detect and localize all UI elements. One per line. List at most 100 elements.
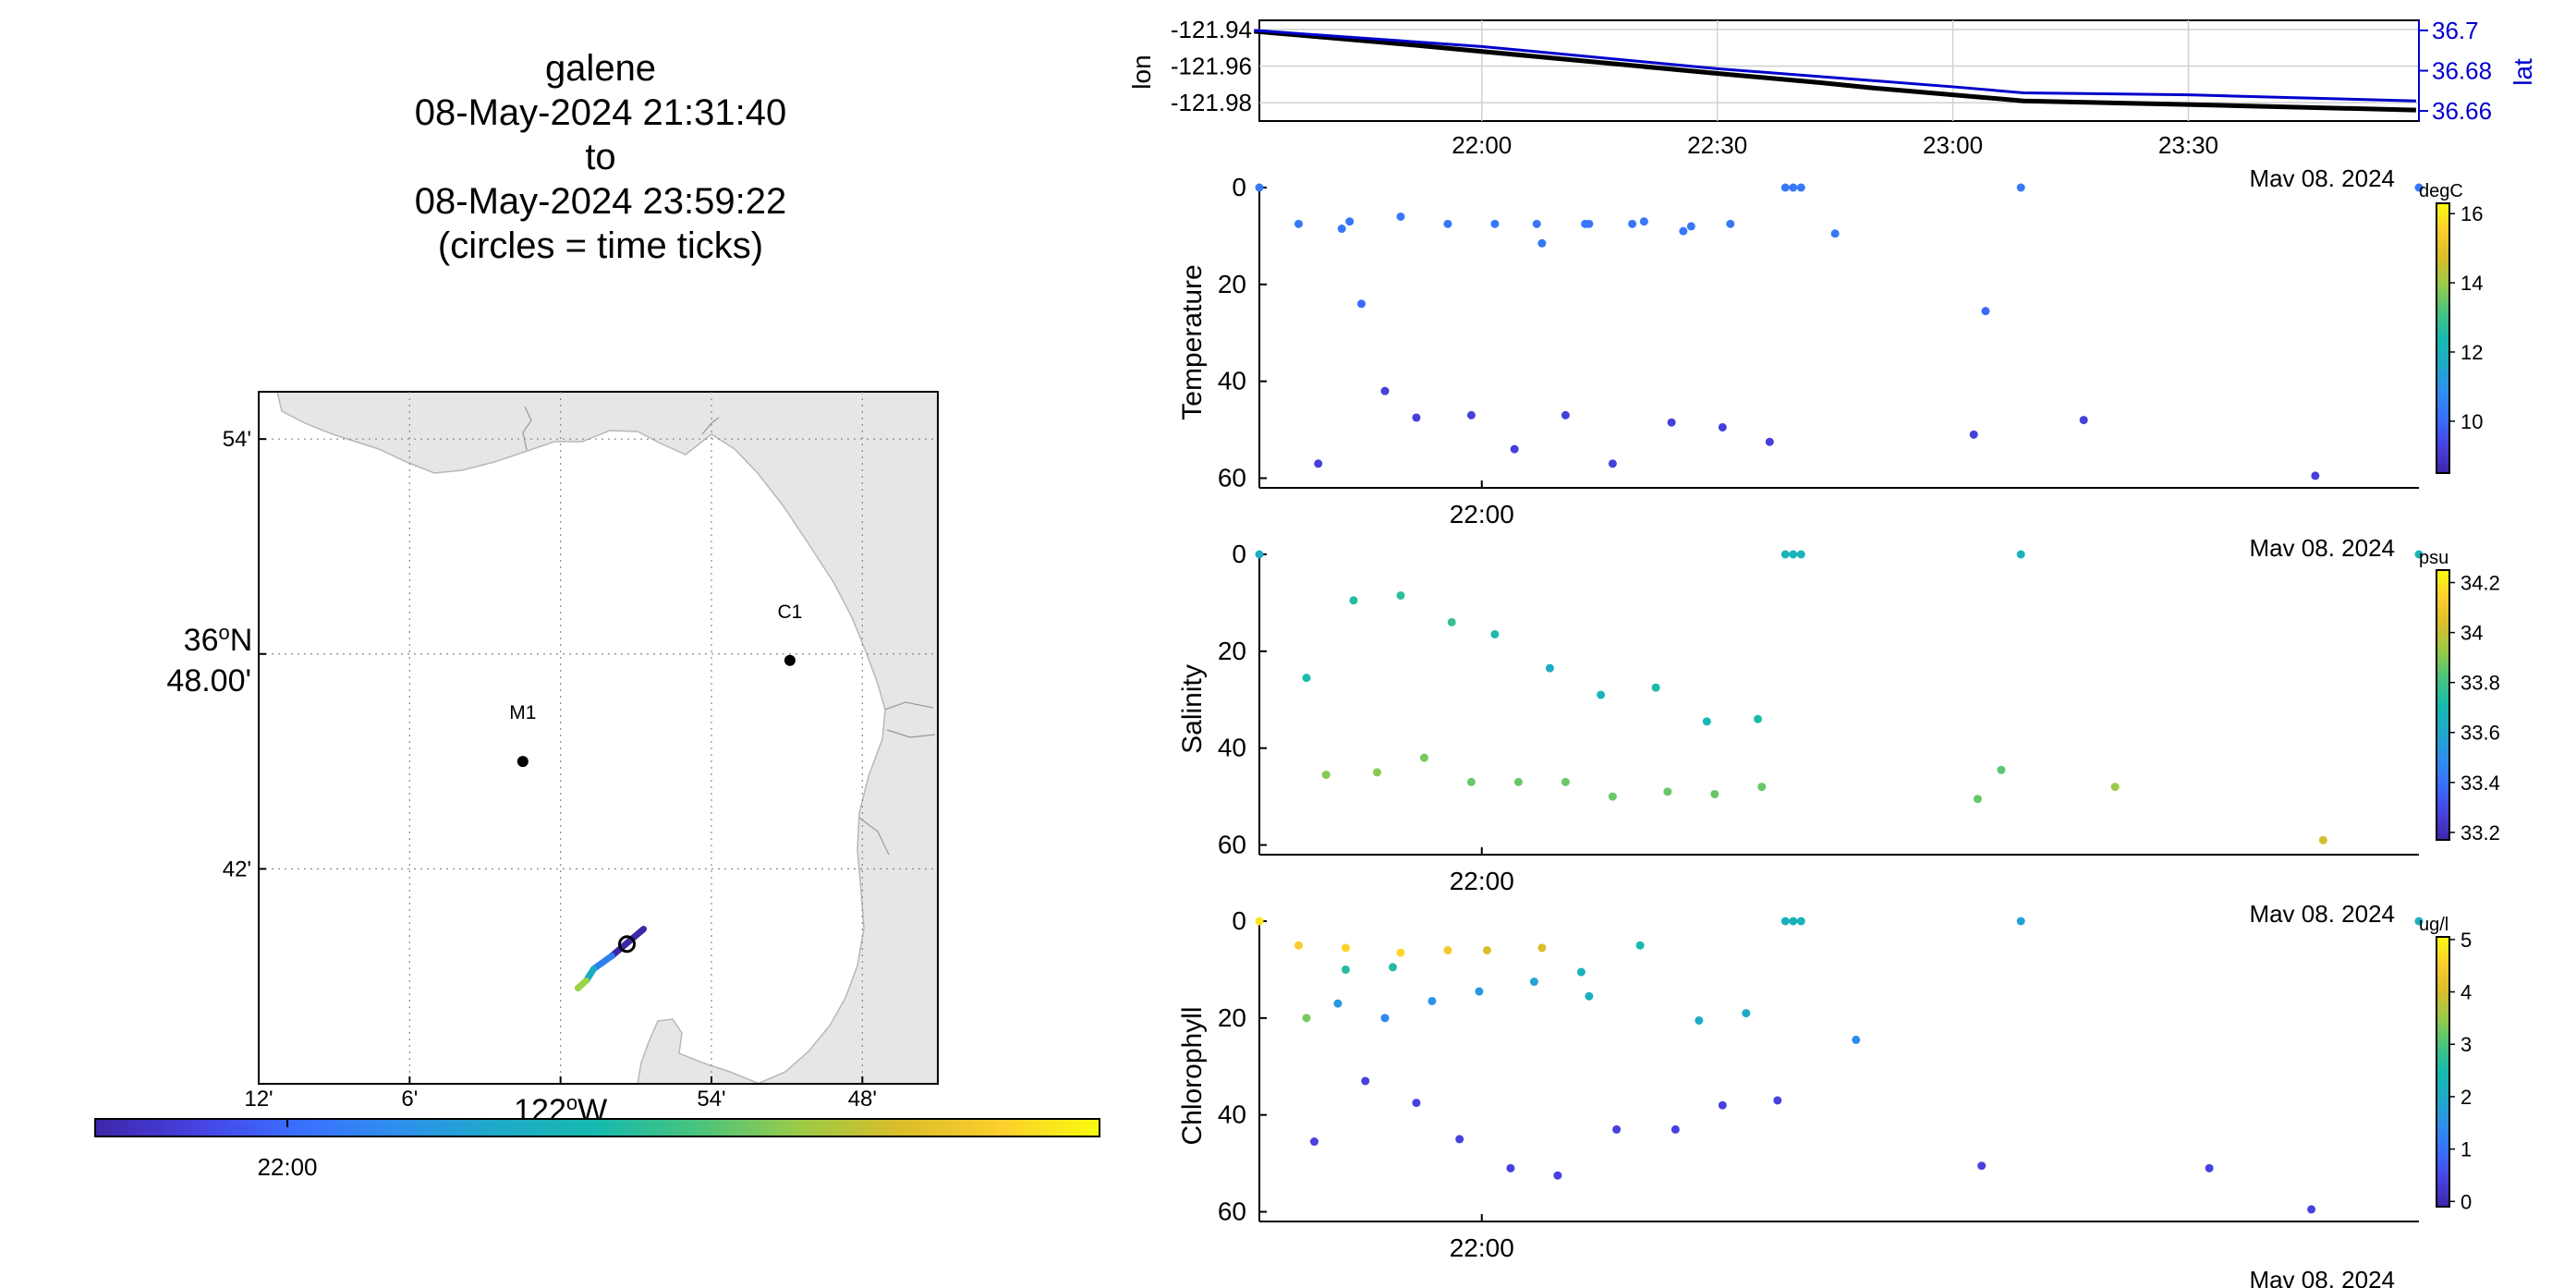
scatter-point	[1545, 663, 1554, 673]
scatter-point	[1608, 792, 1617, 801]
scatter-point	[1349, 596, 1358, 605]
map-lon-label: 48'	[848, 1087, 877, 1112]
glider-track-segment	[574, 977, 589, 991]
station-label: M1	[509, 702, 536, 723]
scatter-y-tick-label: 40	[1218, 367, 1246, 395]
map-land	[276, 391, 939, 1085]
lon-series-line	[1254, 29, 2416, 113]
scatter-point	[1561, 777, 1570, 786]
title-note: (circles = time ticks)	[437, 225, 764, 266]
colorbar-tick-label: 33.2	[2461, 821, 2500, 844]
map-lon-label: 54'	[697, 1087, 725, 1112]
colorbar-tick-label: 34.2	[2461, 572, 2500, 595]
map-river	[522, 406, 532, 451]
scatter-y-axis-label: Temperature	[1177, 264, 1208, 419]
station-marker	[516, 756, 529, 768]
colorbar-tick-label: 0	[2461, 1190, 2472, 1213]
lat-tick-label: 36.66	[2432, 97, 2492, 125]
scatter-date-label: Mav 08. 2024	[2249, 534, 2395, 562]
scatter-point	[1718, 1100, 1727, 1110]
lonlat-date-label: Mav 08. 2024	[2249, 164, 2395, 192]
scatter-point	[1679, 226, 1688, 236]
colorbar-tick-label: 1	[2461, 1138, 2472, 1161]
scatter-y-tick-label: 0	[1232, 540, 1246, 568]
colorbar-tick-label: 33.8	[2461, 672, 2500, 695]
scatter-point	[1455, 1135, 1464, 1144]
scatter-point	[1443, 219, 1452, 228]
scatter-point	[1585, 991, 1594, 1001]
scatter-point	[1710, 789, 1719, 798]
scatter-point	[2016, 917, 2025, 926]
map-headland	[637, 1018, 760, 1085]
scatter-point	[1639, 217, 1648, 226]
scatter-date-label: Mav 08. 2024	[2249, 1266, 2395, 1288]
scatter-point	[2307, 1205, 2316, 1214]
scatter-point	[1356, 299, 1366, 309]
scatter-y-axis-label: Salinity	[1177, 664, 1208, 754]
lon-tick-label: -121.94	[1171, 16, 1252, 43]
scatter-point	[1302, 674, 1311, 683]
scatter-point	[1475, 987, 1484, 996]
colorbar-tick-label: 34	[2461, 622, 2483, 645]
scatter-y-tick-label: 40	[1218, 1100, 1246, 1129]
scatter-point	[1726, 219, 1735, 228]
scatter-point	[1341, 965, 1350, 974]
scatter-y-tick-label: 0	[1232, 906, 1246, 935]
scatter-point	[1341, 943, 1350, 953]
scatter-point	[1302, 1014, 1311, 1023]
scatter-point	[2414, 917, 2424, 926]
scatter-point	[1255, 183, 1264, 192]
scatter-point	[1576, 967, 1586, 977]
scatter-point	[1466, 410, 1476, 419]
scatter-point	[1773, 1096, 1782, 1105]
scatter-point	[1361, 1076, 1370, 1086]
colorbar-unit-label: psu	[2419, 548, 2448, 568]
scatter-point	[1742, 1009, 1751, 1018]
colorbar-tick-label: 3	[2461, 1033, 2472, 1056]
scatter-point	[1309, 1137, 1318, 1147]
scatter-x-tick-label: 22:00	[1450, 1233, 1514, 1262]
scatter-point	[2016, 550, 2025, 559]
scatter-point	[1412, 1099, 1421, 1108]
colorbar-tick-label: 14	[2461, 272, 2483, 295]
scatter-point	[1789, 183, 1798, 192]
map-river	[858, 701, 936, 856]
scatter-point	[1780, 917, 1790, 926]
scatter-point	[1765, 437, 1774, 446]
scatter-point	[1628, 219, 1637, 228]
scatter-point	[1973, 795, 1982, 804]
lon-tick-label: -121.98	[1171, 89, 1252, 116]
map-frame	[258, 391, 939, 1085]
lonlat-x-tick-label: 23:30	[2158, 131, 2218, 159]
map-colorbar-label: 22:00	[257, 1153, 317, 1181]
scatter-point	[1428, 996, 1437, 1005]
scatter-point	[1255, 550, 1264, 559]
figure-title: galene 08-May-2024 21:31:40 to 08-May-20…	[305, 46, 896, 268]
scatter-date-label: Mav 08. 2024	[2249, 900, 2395, 928]
map-colorbar	[94, 1118, 1100, 1137]
scatter-y-tick-label: 60	[1218, 831, 1246, 859]
colorbar-tick-label: 33.6	[2461, 722, 2500, 745]
scatter-point	[1447, 617, 1456, 626]
scatter-point	[2205, 1163, 2214, 1173]
colorbar-tick-label: 16	[2461, 202, 2483, 225]
scatter-point	[1695, 1015, 1704, 1025]
colorbar-tick-label: 33.4	[2461, 772, 2500, 795]
scatter-point	[1396, 212, 1405, 221]
scatter-point	[2414, 550, 2424, 559]
lon-tick-label: -121.96	[1171, 53, 1252, 80]
scatter-point	[1333, 999, 1343, 1008]
map-lon-label: 6'	[401, 1087, 418, 1112]
title-glider: galene	[544, 48, 657, 89]
glider-track-segment	[590, 953, 615, 973]
scatter-point	[1635, 941, 1645, 950]
scatter-point	[1608, 459, 1617, 468]
time-tick-circle	[618, 935, 637, 954]
scatter-point	[2318, 835, 2327, 844]
scatter-point	[1561, 410, 1570, 419]
scatter-point	[1321, 771, 1331, 780]
scatter-point	[1396, 948, 1405, 957]
scatter-y-tick-label: 0	[1232, 173, 1246, 201]
scatter-point	[1553, 1171, 1562, 1180]
